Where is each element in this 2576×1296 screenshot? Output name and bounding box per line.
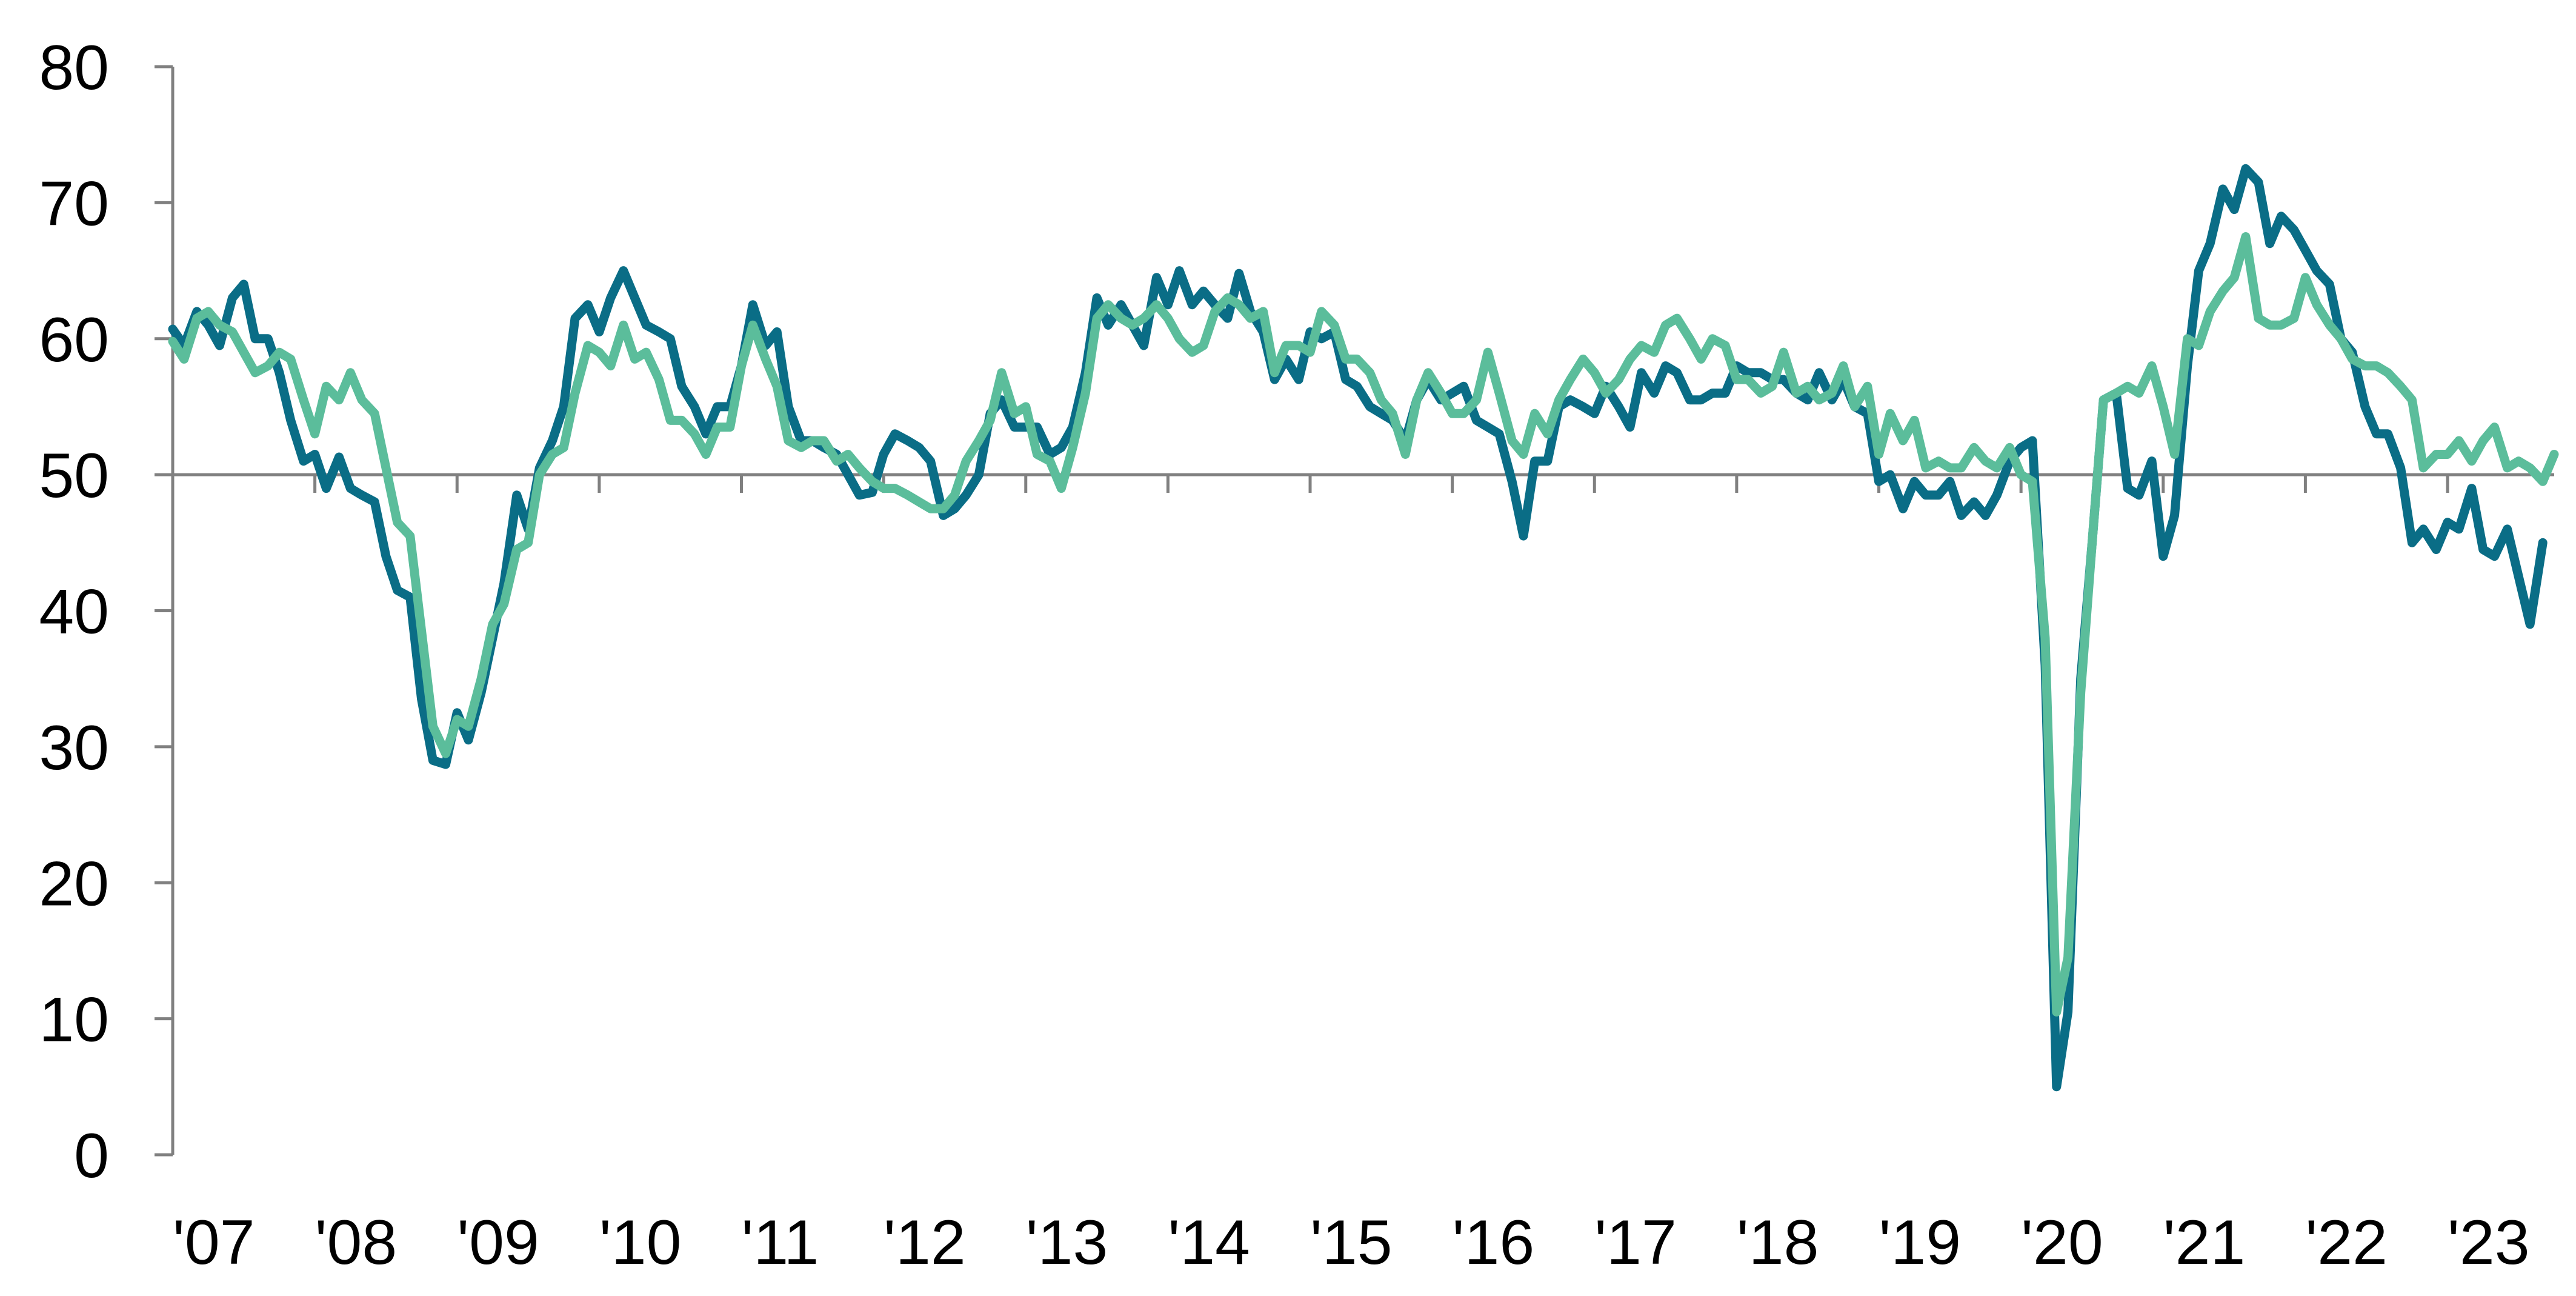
x-tick-label: '18 xyxy=(1737,1207,1819,1278)
x-tick-label: '17 xyxy=(1594,1207,1677,1278)
y-tick-label: 50 xyxy=(39,441,109,511)
x-tick-label: '11 xyxy=(742,1207,819,1278)
x-tick-label: '10 xyxy=(599,1207,682,1278)
y-tick-label: 70 xyxy=(39,169,109,239)
x-tick-label: '13 xyxy=(1026,1207,1108,1278)
x-tick-label: '20 xyxy=(2021,1207,2103,1278)
y-tick-label: 60 xyxy=(39,305,109,375)
x-tick-label: '08 xyxy=(315,1207,398,1278)
series-layer xyxy=(168,164,2559,1092)
series-line-light xyxy=(168,232,2559,1017)
series-line-dark xyxy=(168,164,2548,1092)
x-tick-label: '21 xyxy=(2163,1207,2246,1278)
y-axis: 0 10 20 30 40 50 60 70 80 xyxy=(39,33,175,1191)
y-tick-label: 40 xyxy=(39,577,109,647)
x-tick-label: '12 xyxy=(884,1207,966,1278)
x-tick-label: '16 xyxy=(1453,1207,1535,1278)
x-tick-label: '09 xyxy=(457,1207,539,1278)
y-tick-label: 10 xyxy=(39,985,109,1055)
x-axis: '07 '08 '09 '10 '11 '12 '13 '14 '15 '16 '17 '18 '19 '… xyxy=(171,473,2554,1278)
x-tick-label: '14 xyxy=(1168,1207,1250,1278)
x-tick-label: '15 xyxy=(1310,1207,1393,1278)
x-tick-label: '23 xyxy=(2448,1207,2530,1278)
y-tick-label: 0 xyxy=(74,1121,109,1191)
x-tick-label: '07 xyxy=(173,1207,255,1278)
x-tick-label: '22 xyxy=(2305,1207,2388,1278)
y-tick-label: 30 xyxy=(39,713,109,783)
y-tick-label: 80 xyxy=(39,33,109,103)
x-tick-label: '19 xyxy=(1879,1207,1962,1278)
y-tick-label: 20 xyxy=(39,849,109,919)
